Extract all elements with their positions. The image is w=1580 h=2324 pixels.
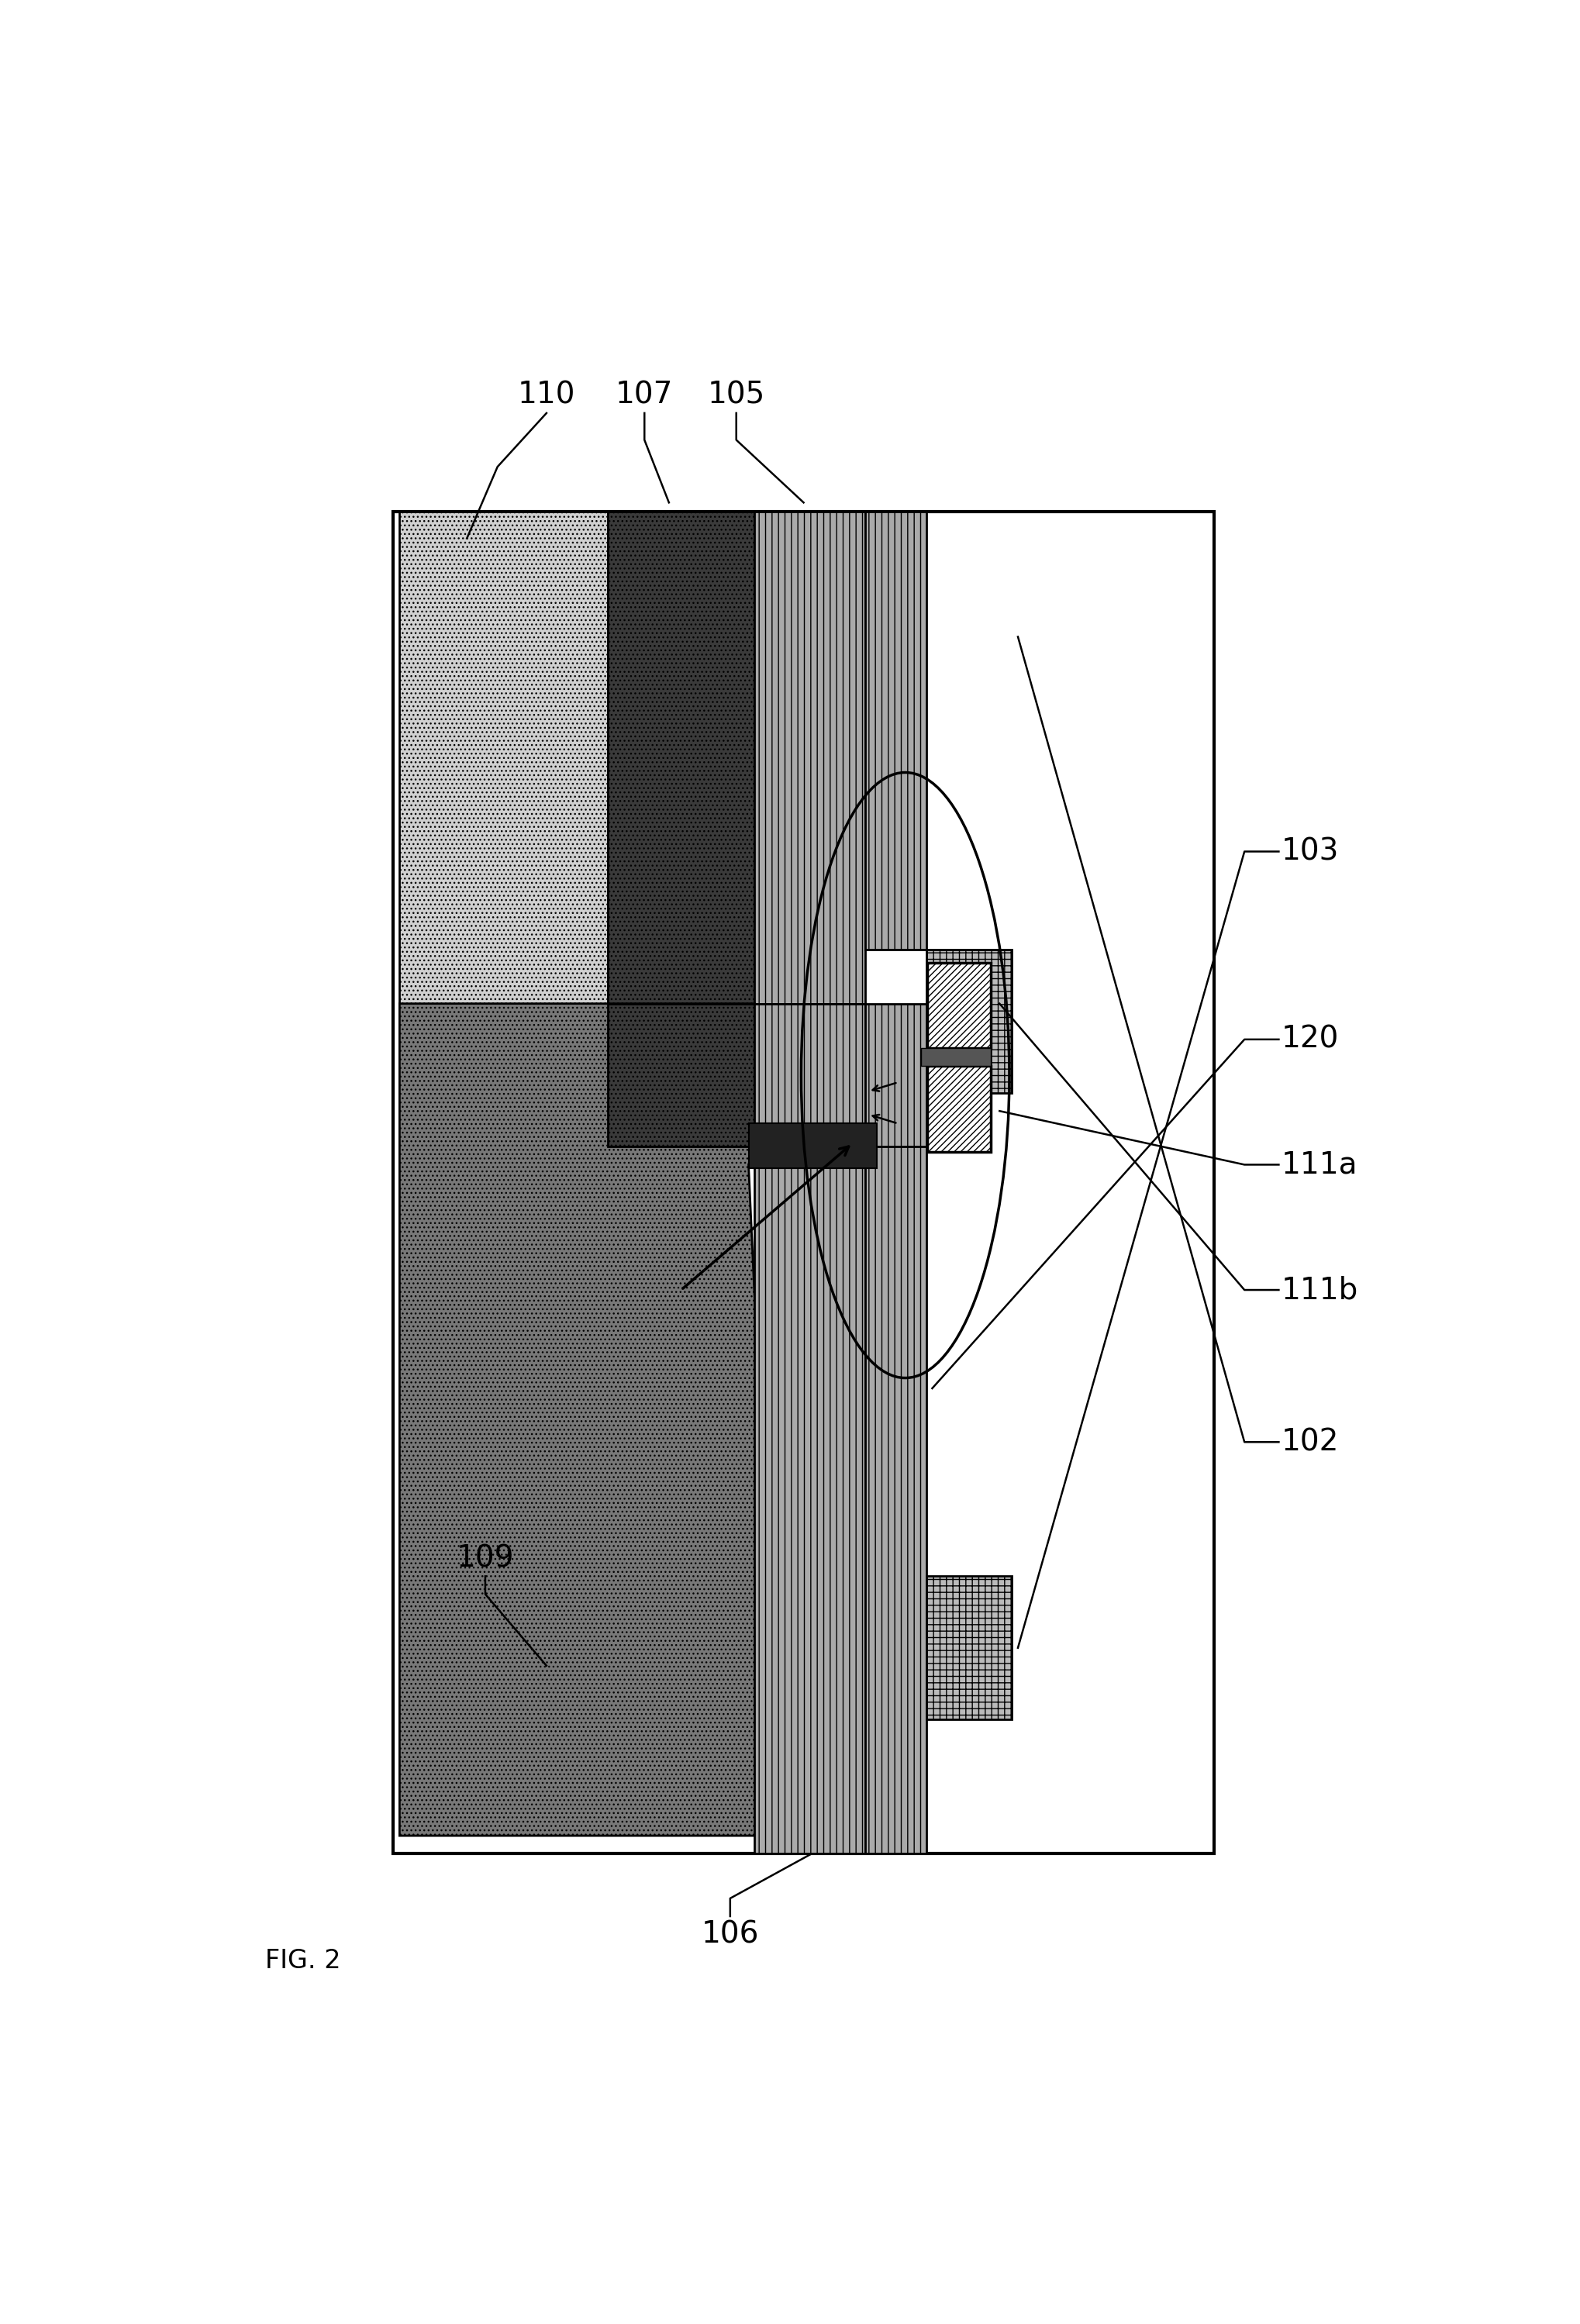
Bar bbox=[755, 511, 864, 1004]
Text: FIG. 2: FIG. 2 bbox=[265, 1948, 341, 1973]
Bar bbox=[400, 511, 608, 1004]
Text: 111a: 111a bbox=[1281, 1150, 1357, 1178]
Bar bbox=[393, 511, 1213, 1855]
Bar bbox=[864, 511, 926, 951]
Bar bbox=[927, 1067, 991, 1153]
Bar bbox=[926, 1576, 1011, 1720]
Bar bbox=[608, 1004, 755, 1146]
Text: 106: 106 bbox=[702, 1920, 758, 1950]
Text: 102: 102 bbox=[1281, 1427, 1338, 1457]
Text: 111b: 111b bbox=[1281, 1276, 1359, 1304]
Bar bbox=[755, 1146, 864, 1855]
Bar bbox=[927, 962, 991, 1048]
Text: 105: 105 bbox=[708, 381, 765, 409]
Polygon shape bbox=[400, 1004, 779, 1836]
Text: 110: 110 bbox=[518, 381, 575, 409]
Text: 109: 109 bbox=[457, 1543, 514, 1573]
Bar bbox=[755, 1004, 864, 1146]
Bar bbox=[608, 511, 755, 1004]
Bar bbox=[921, 1048, 991, 1067]
Text: 107: 107 bbox=[616, 381, 673, 409]
Bar bbox=[864, 1146, 926, 1855]
Bar bbox=[864, 1004, 926, 1146]
Bar bbox=[749, 1122, 877, 1169]
Text: 120: 120 bbox=[1281, 1025, 1338, 1055]
Bar bbox=[926, 951, 1011, 1092]
Text: 103: 103 bbox=[1281, 837, 1338, 867]
